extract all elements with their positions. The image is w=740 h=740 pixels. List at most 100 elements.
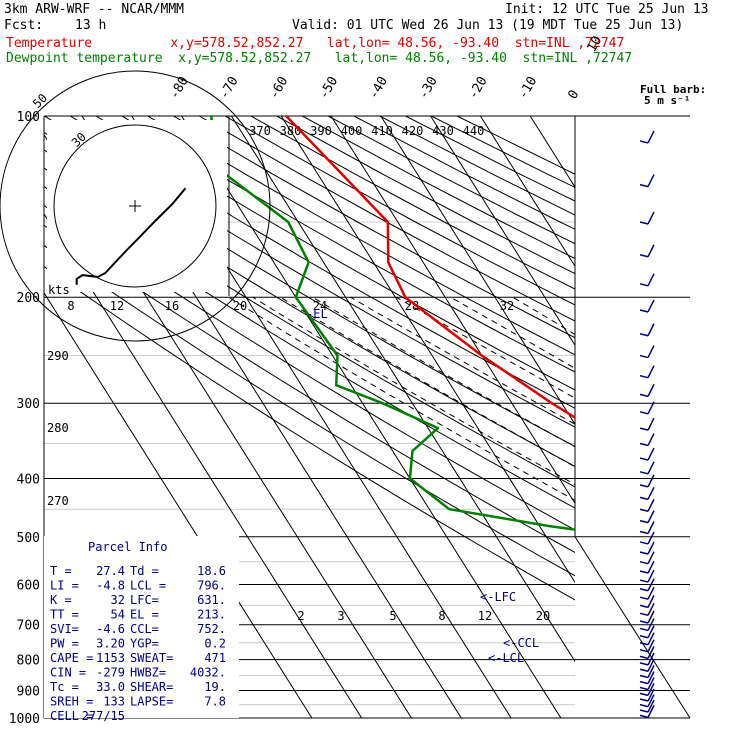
wind-barb-110: [639, 130, 655, 144]
dewpoint-profile: [210, 116, 575, 531]
parcel-cell: CAPE =: [50, 651, 93, 665]
barb-flag-930: [647, 688, 655, 702]
theta-e-label-370: 370: [249, 124, 271, 138]
parcel-cell: YGP=: [130, 637, 159, 651]
full-barb-units: 5 m s⁻¹: [644, 94, 690, 107]
moist-adiabat-36: [630, 297, 740, 718]
wind-barb-990: [639, 705, 655, 719]
temperature-profile: [285, 116, 575, 420]
barb-shaft-850: [639, 674, 649, 679]
moist-adiabat-16: [350, 296, 575, 425]
wind-barb-770: [639, 639, 655, 653]
barb-shaft-790: [639, 655, 649, 660]
barb-flag-970: [647, 699, 655, 713]
barb-shaft-110: [639, 140, 649, 144]
barb-shaft-410: [639, 484, 649, 488]
parcel-cell: 18.6: [197, 564, 226, 578]
parcel-cell: 0.2: [204, 637, 226, 651]
barb-flag-210: [647, 299, 655, 313]
theta-e-label-410: 410: [371, 124, 393, 138]
dry-adiabat-350: [121, 116, 575, 373]
barb-flag-290: [647, 384, 655, 397]
barb-flag-130: [647, 174, 655, 187]
parcel-cell: LFC=: [130, 593, 159, 607]
barb-flag-950: [647, 694, 655, 707]
barb-shaft-210: [639, 309, 649, 313]
pressure-label-400: 400: [17, 472, 40, 487]
left-side-label-290: 290: [47, 349, 69, 363]
parcel-cell: 54: [111, 608, 125, 622]
dry-adiabat-410: [276, 116, 575, 275]
parcel-row: SREH = 133 LAPSE= 7.8: [50, 695, 226, 709]
barb-shaft-230: [639, 333, 649, 337]
barb-flag-530: [647, 541, 655, 555]
pressure-label-1000: 1000: [9, 712, 40, 727]
dry-adiabat-380: [198, 116, 575, 322]
barb-shaft-890: [639, 686, 649, 691]
barb-flag-750: [647, 632, 655, 646]
sounding-profiles: [210, 116, 575, 531]
parcel-cell: 213.: [197, 608, 226, 622]
wind-barb-170: [639, 244, 655, 258]
wind-barb-850: [639, 665, 655, 679]
barb-flag-790: [647, 646, 655, 659]
wind-barb-890: [639, 677, 655, 691]
dry-adiabat-430: [327, 116, 575, 245]
lcl-marker: <-LCL: [488, 651, 524, 665]
parcel-cell: 27.4: [96, 564, 125, 578]
isotherm-10: [630, 116, 740, 718]
isotherm--130: [44, 291, 313, 718]
mixing-ratio-label-5: 5: [389, 609, 396, 623]
parcel-cell: 19.: [204, 680, 226, 694]
isotherm-label--30: -30: [416, 74, 441, 102]
barb-flag-990: [647, 705, 655, 718]
wind-barb-750: [639, 632, 655, 646]
dry-adiabat-320: [44, 116, 575, 428]
barb-shaft-550: [639, 560, 649, 565]
init-time: Init: 12 UTC Tue 25 Jun 13: [505, 2, 709, 17]
temperature-legend: Temperature x,y=578.52,852.27 lat,lon= 4…: [6, 36, 624, 51]
mixing-ratio-label-8: 8: [438, 609, 445, 623]
barb-shaft-950: [639, 703, 649, 708]
barb-flag-250: [647, 345, 655, 358]
chart-grid: [44, 116, 740, 718]
left-side-label-280: 280: [47, 421, 69, 435]
upper-theta-label-24: 24: [313, 299, 327, 313]
wind-barb-730: [639, 625, 655, 639]
barb-shaft-570: [639, 570, 649, 574]
valid-time: Valid: 01 UTC Wed 26 Jun 13 (19 MDT Tue …: [292, 18, 683, 33]
chart-frame: [43, 115, 691, 719]
parcel-cell: CIN =: [50, 666, 86, 680]
barb-shaft-130: [639, 183, 649, 188]
isotherm--70: [230, 116, 575, 663]
wind-barb-130: [639, 174, 655, 188]
moist-adiabat-12: [312, 296, 575, 448]
wind-barb-930: [639, 688, 655, 702]
parcel-cell: SVI=: [50, 622, 79, 636]
barb-flag-510: [647, 531, 655, 545]
barb-shaft-250: [639, 354, 649, 359]
barb-flag-830: [647, 658, 655, 672]
barb-shaft-150: [639, 221, 649, 225]
barb-flag-690: [647, 610, 655, 624]
parcel-cell: SHEAR=: [130, 680, 173, 694]
upper-theta-label-12: 12: [110, 299, 124, 313]
wind-barb-650: [639, 595, 655, 609]
barb-flag-770: [647, 639, 655, 653]
barb-flag-230: [647, 323, 655, 337]
dry-adiabat-470: [430, 116, 575, 188]
barb-shaft-810: [639, 662, 649, 666]
isotherm--20: [479, 116, 575, 268]
isotherm-30: [729, 116, 740, 718]
barb-shaft-170: [639, 254, 649, 258]
theta-e-label-390: 390: [310, 124, 332, 138]
wind-barb-230: [639, 323, 655, 337]
moist-adiabat-0: [228, 296, 575, 501]
moist-adiabat-4: [252, 296, 575, 486]
mixing-ratio-label-20: 20: [536, 609, 550, 623]
wind-barb-530: [639, 541, 655, 555]
wind-barb-190: [639, 273, 655, 287]
hodograph-units: kts: [48, 283, 70, 297]
